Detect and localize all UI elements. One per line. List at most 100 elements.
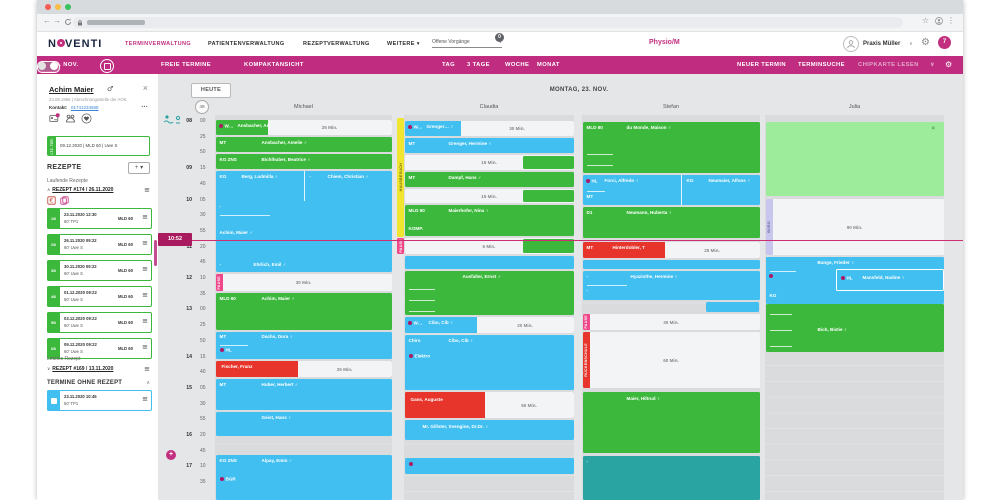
appointment-block[interactable]: - [582, 456, 760, 500]
nav-terminverwaltung[interactable]: TERMINVERWALTUNG [125, 41, 192, 47]
date-picker-button[interactable] [100, 59, 114, 73]
add-rezept-button[interactable]: + ▾ [128, 162, 150, 174]
appointment-block[interactable]: BÜRO 90 Min. [765, 199, 944, 255]
sidebar-scrollbar[interactable] [154, 240, 157, 266]
browser-reload-icon[interactable] [64, 18, 72, 26]
rezept-appointment-card[interactable]: 1/6 23.11.2020 12:30 60' TP1 MLD 60 ≡ [47, 208, 152, 229]
rezept-appointment-card[interactable]: 2/6 26.11.2020 09:22 60' Uwe S MLD 60 ≡ [47, 234, 152, 255]
quick-add-icon[interactable]: + [166, 450, 176, 460]
checkbox[interactable] [47, 390, 60, 411]
appointment-block[interactable]: 5 Min. [404, 238, 574, 254]
contact-phone-link[interactable]: 01741234568 [71, 105, 99, 110]
appointment-block[interactable]: MT Huber, Herbert ♂ [215, 379, 392, 410]
close-icon[interactable]: × [142, 83, 148, 93]
appointment-block[interactable]: PAUSE 30 Min. [582, 314, 760, 330]
appointment-block[interactable]: HL Forci, Alfredo ♀ KG Neumaier, Alfons ♀ MT [582, 175, 760, 205]
view-tab-day[interactable]: TAG [442, 62, 456, 68]
appointment-card[interactable]: 23.11.2020 10:45 50' TP1 ≡ [47, 390, 152, 411]
appointment-block[interactable]: 50 Min. Gans, Auguste [404, 392, 574, 418]
appointment-block[interactable]: MT Dampf, Hans ♂ [404, 172, 574, 187]
appointment-block[interactable]: 25 Min. W… Ansbacher, Ar [215, 120, 392, 135]
noventi-logo[interactable]: N VENTI [48, 38, 103, 50]
appointment-block[interactable] [404, 458, 574, 474]
more-options-icon[interactable]: … [141, 102, 148, 109]
appointment-block[interactable]: × [765, 122, 944, 196]
rezept-appointment-card[interactable]: 6/6 09.12.2020 09:22 60' Uwe S MLD 60 ≡ [47, 338, 152, 359]
view-tab-month[interactable]: MONAT [537, 62, 560, 68]
view-tab-week[interactable]: WOCHE [505, 62, 530, 68]
menu-icon[interactable]: ≡ [142, 265, 148, 273]
traffic-light-minimize[interactable] [55, 4, 61, 10]
appointment-block[interactable] [522, 156, 574, 169]
appointment-block[interactable] [404, 256, 574, 269]
nav-weitere-dropdown[interactable]: WEITERE ▾ [387, 41, 420, 47]
notification-badge[interactable]: 7 [938, 36, 951, 49]
appointment-block[interactable]: Maier, Hiltrud ♀ [582, 392, 760, 453]
appointment-block[interactable]: HL Mansfeld, Nadine ♀ [835, 269, 944, 291]
appointment-block[interactable]: Chiro Cibo, Cib ♀ Elektro [404, 335, 574, 390]
menu-icon[interactable]: ≡ [142, 239, 148, 247]
appointment-block[interactable]: PAUSE 30 Min. [215, 274, 392, 291]
read-chipcard-button[interactable]: CHIPKARTE LESEN [858, 62, 919, 68]
last-appointment-box[interactable]: LTZ. TER. 09.12.2020 | MLD 60 | Uwe S [47, 136, 150, 156]
rezept-appointment-card[interactable]: 5/6 03.12.2020 09:22 60' Uwe S MLD 60 ≡ [47, 312, 152, 333]
appointment-block[interactable]: KG ZNS Bichlhuber, Beatrice ♀ [215, 154, 392, 169]
free-appointments-toggle[interactable] [37, 60, 58, 71]
menu-icon[interactable]: ≡ [144, 365, 150, 373]
traffic-light-close[interactable] [45, 4, 51, 10]
appointment-block[interactable]: Geist, Hans ♀ [215, 412, 392, 436]
address-bar[interactable] [73, 17, 903, 28]
appointment-block[interactable]: MLD 60 du Monde, Maison ♀ [582, 122, 760, 173]
nav-patientenverwaltung[interactable]: PATIENTENVERWALTUNG [208, 41, 285, 47]
rezept-appointment-card[interactable]: 3/6 30.11.2020 09:22 60' Uwe S MLD 60 ≡ [47, 260, 152, 281]
user-chevron-down-icon[interactable]: ∨ [909, 41, 913, 47]
new-appointment-button[interactable]: NEUER TERMIN [737, 62, 786, 68]
appointment-block[interactable]: MT Ansbacher, Amelie ♂ [215, 137, 392, 152]
category-strip[interactable]: PAUSE [397, 238, 404, 254]
browser-menu-kebab-icon[interactable]: ⋮ [947, 16, 955, 25]
care-heart-icon[interactable] [81, 113, 92, 124]
appointment-block[interactable]: - Hyazinthe, Hermine ♀ - [582, 271, 760, 300]
bookmark-star-icon[interactable]: ☆ [921, 16, 929, 25]
last-rezept-row[interactable]: ∨ REZEPT #169 / 13.11.2020 ≡ [47, 365, 150, 373]
current-rezept-row[interactable]: ∧ REZEPT #174 / 26.11.2020 ≡ [47, 186, 150, 194]
appointment-block[interactable]: MLD 60 Maierhofer, Nina ♀ KOMP. [404, 205, 574, 236]
view-tab-3days[interactable]: 3 TAGE [467, 62, 490, 68]
rezept-appointment-card[interactable]: 4/6 01.12.2020 09:22 60' Uwe S MLD 60 ≡ [47, 286, 152, 307]
menu-icon[interactable]: ≡ [142, 291, 148, 299]
appointment-block[interactable]: KG ZNS Alpay, Emin ♂ BGR [215, 455, 392, 500]
settings-gear-icon[interactable]: ⚙ [921, 37, 930, 48]
browser-profile-icon[interactable] [935, 17, 943, 27]
appointment-block[interactable]: Bich, Bistie ♀ [765, 304, 944, 352]
today-button[interactable]: HEUTE [191, 83, 231, 98]
menu-icon[interactable]: ≡ [142, 395, 148, 403]
appointment-block[interactable]: 25 Min. MT Hinterdobler, T [582, 242, 760, 258]
appointment-block[interactable]: Mr. Gillster, Svengine, Dr.Dr. ♀ [404, 420, 574, 440]
appointment-block[interactable]: MLD 60 Achim, Maier ♂ [215, 293, 392, 330]
appointment-block[interactable]: MT Grenger, Hermine ♀ [404, 138, 574, 153]
user-name[interactable]: Praxis Müller [863, 41, 901, 47]
user-avatar-icon[interactable] [843, 36, 859, 52]
appointment-block[interactable] [522, 239, 574, 253]
appointment-search-button[interactable]: TERMINSUCHE [798, 62, 845, 68]
patient-name[interactable]: Achim Maier [49, 85, 94, 94]
appointment-block[interactable] [582, 260, 760, 269]
toolbar-date[interactable]: 23. NOV. [52, 62, 79, 68]
nav-rezeptverwaltung[interactable]: REZEPTVERWALTUNG [303, 41, 370, 47]
billing-euro-icon[interactable]: € [47, 196, 56, 205]
menu-icon[interactable]: ≡ [142, 213, 148, 221]
category-strip[interactable]: HAUSBESUCH [397, 118, 404, 237]
copy-document-icon[interactable] [60, 196, 69, 205]
chevron-up-icon[interactable]: ∧ [146, 380, 150, 386]
appointment-block[interactable]: 25 Min. Fischer, Franz [215, 361, 392, 377]
browser-back-icon[interactable]: ← [43, 16, 51, 25]
compact-view-toggle[interactable] [37, 60, 60, 73]
appointment-block[interactable] [706, 302, 759, 312]
toolbar-chevron-down-icon[interactable]: ∨ [930, 62, 936, 68]
appointment-block[interactable]: Ausfaller, Ernst ♂ [404, 271, 574, 315]
traffic-light-zoom[interactable] [65, 4, 71, 10]
appointment-block[interactable]: 15 Min. [404, 189, 574, 203]
open-cases-select[interactable]: Offene Vorgänge ∨ [432, 39, 502, 48]
appointment-block[interactable]: RÜCKENSCHULE 60 Min. [582, 332, 760, 388]
appointment-block[interactable]: 30 Min. W… Grenger… ♀ [404, 121, 574, 136]
